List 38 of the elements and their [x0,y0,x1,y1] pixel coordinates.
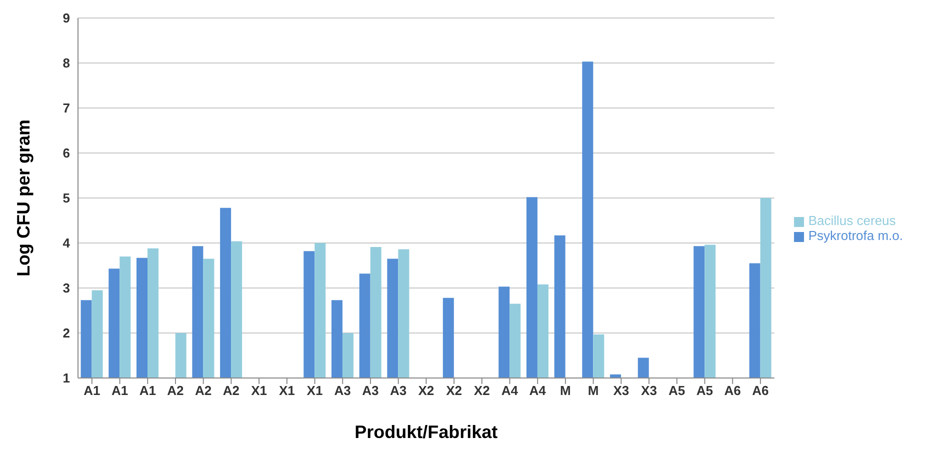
y-tick-label: 4 [62,236,71,251]
x-tick-label: X2 [474,383,490,398]
x-tick-label: A3 [390,383,407,398]
x-tick-label: A1 [111,383,128,398]
y-tick-label: 9 [62,10,70,26]
x-tick-label: X1 [251,383,268,398]
y-tick-label: 5 [62,190,70,206]
x-tick-label: A1 [139,383,156,398]
x-tick-label: A3 [362,383,379,398]
x-tick-label: A6 [724,383,741,398]
y-tick-label: 6 [62,146,70,161]
x-axis-title: Produkt/Fabrikat [354,422,498,442]
x-tick-label: M [560,383,571,398]
x-tick-label: A6 [752,383,769,398]
y-tick-label: 8 [62,56,70,71]
x-tick-label: X2 [446,383,462,398]
x-tick-label: A2 [195,383,212,398]
y-tick-label: 1 [62,370,70,386]
legend-label: Bacillus cereus [808,213,896,228]
y-tick-label: 7 [62,100,70,116]
y-tick-label: 3 [62,280,70,296]
y-axis-title: Log CFU per gram [13,119,34,277]
legend-label: Psykrotrofa m.o. [808,228,903,243]
x-tick-label: A2 [167,383,184,398]
x-tick-label: X2 [418,383,434,398]
x-tick-label: A1 [84,383,100,398]
x-tick-label: A4 [529,383,547,398]
x-tick-label: M [588,383,599,398]
x-tick-label: A4 [501,383,519,398]
x-tick-label: A2 [222,383,240,398]
x-tick-label: X3 [613,383,630,398]
y-tick-label: 2 [62,326,70,341]
x-tick-label: A5 [668,383,686,398]
x-tick-label: A3 [334,383,351,398]
x-tick-label: X3 [641,383,657,398]
x-tick-label: X1 [306,383,323,398]
x-tick-label: X1 [278,383,295,398]
x-tick-label: A5 [696,383,714,398]
